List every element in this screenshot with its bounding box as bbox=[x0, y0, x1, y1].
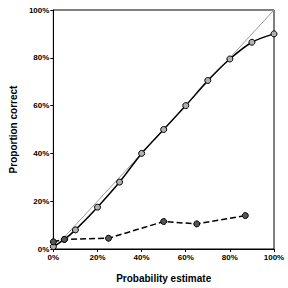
svg-text:60%: 60% bbox=[178, 253, 194, 262]
svg-text:0%: 0% bbox=[48, 253, 60, 262]
svg-text:Probability estimate: Probability estimate bbox=[116, 273, 211, 284]
svg-text:40%: 40% bbox=[33, 149, 49, 158]
svg-text:100%: 100% bbox=[264, 253, 284, 262]
svg-text:80%: 80% bbox=[222, 253, 238, 262]
svg-text:80%: 80% bbox=[33, 53, 49, 62]
svg-text:20%: 20% bbox=[33, 197, 49, 206]
svg-text:60%: 60% bbox=[33, 101, 49, 110]
svg-text:Proportion correct: Proportion correct bbox=[8, 85, 19, 173]
svg-text:20%: 20% bbox=[89, 253, 105, 262]
svg-text:40%: 40% bbox=[134, 253, 150, 262]
svg-text:100%: 100% bbox=[29, 6, 49, 15]
svg-text:0%: 0% bbox=[37, 244, 50, 254]
